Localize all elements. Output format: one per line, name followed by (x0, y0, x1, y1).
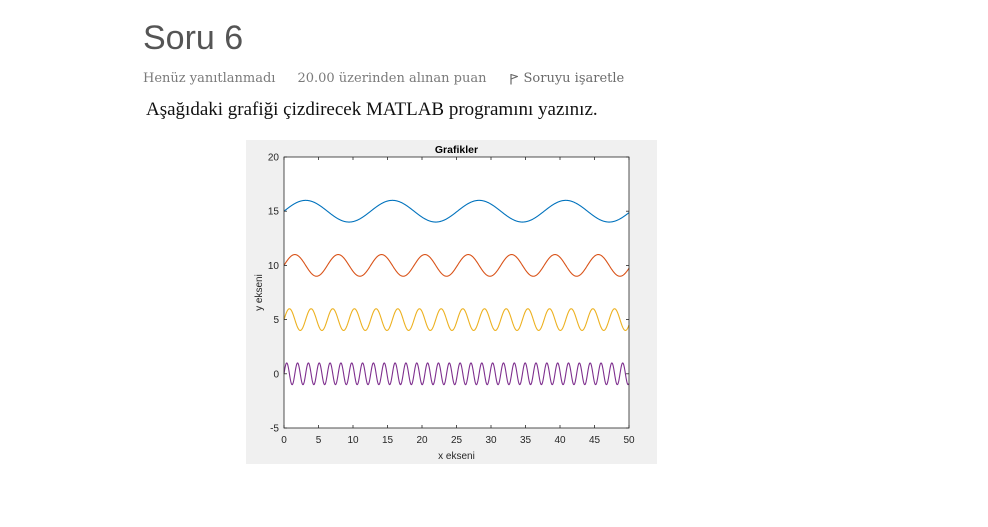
y-tick-label: 5 (273, 315, 279, 326)
line-chart: 0 5 10 15 20 25 30 35 40 45 50-505101520Grafiklerx… (254, 144, 635, 462)
x-tick-label: 50 (623, 435, 635, 446)
series-line-2 (283, 254, 630, 277)
y-axis-label: y ekseni (254, 274, 265, 311)
x-tick-label: 40 (554, 435, 566, 446)
flag-icon (509, 73, 518, 84)
flag-question-link[interactable]: Soruyu işaretle (509, 71, 625, 86)
chart-title: Grafikler (435, 144, 478, 156)
x-tick-label: 25 (451, 435, 463, 446)
question-title: Soru 6 (143, 19, 244, 57)
x-tick-label: 15 (382, 435, 394, 446)
x-tick-label: 45 (589, 435, 601, 446)
y-tick-label: 20 (268, 153, 280, 164)
x-tick-label: 35 (520, 435, 532, 446)
x-tick-label: 5 (316, 435, 322, 446)
y-tick-label: 15 (268, 207, 280, 218)
y-tick-label: 0 (273, 369, 279, 380)
y-tick-label: -5 (270, 424, 279, 435)
x-axis-label: x ekseni (438, 451, 475, 462)
y-tick-label: 10 (268, 261, 280, 272)
matlab-figure: 0 5 10 15 20 25 30 35 40 45 50 -5 0 5 10 15 20 Grafikler x… (246, 140, 657, 464)
x-tick-label: 0 (281, 435, 287, 446)
flag-question-label: Soruyu işaretle (523, 71, 625, 86)
question-info: Henüz yanıtlanmadı 20.00 üzerinden alına… (143, 71, 624, 86)
x-tick-label: 10 (347, 435, 359, 446)
series-line-4 (283, 362, 630, 386)
series-line-1 (283, 199, 630, 223)
series-line-3 (283, 308, 630, 331)
plot-area (284, 157, 629, 428)
question-status: Henüz yanıtlanmadı (143, 71, 276, 86)
x-tick-label: 20 (416, 435, 428, 446)
x-tick-label: 30 (485, 435, 497, 446)
question-grade: 20.00 üzerinden alınan puan (297, 71, 487, 86)
question-text: Aşağıdaki grafiği çizdirecek MATLAB prog… (146, 99, 598, 120)
